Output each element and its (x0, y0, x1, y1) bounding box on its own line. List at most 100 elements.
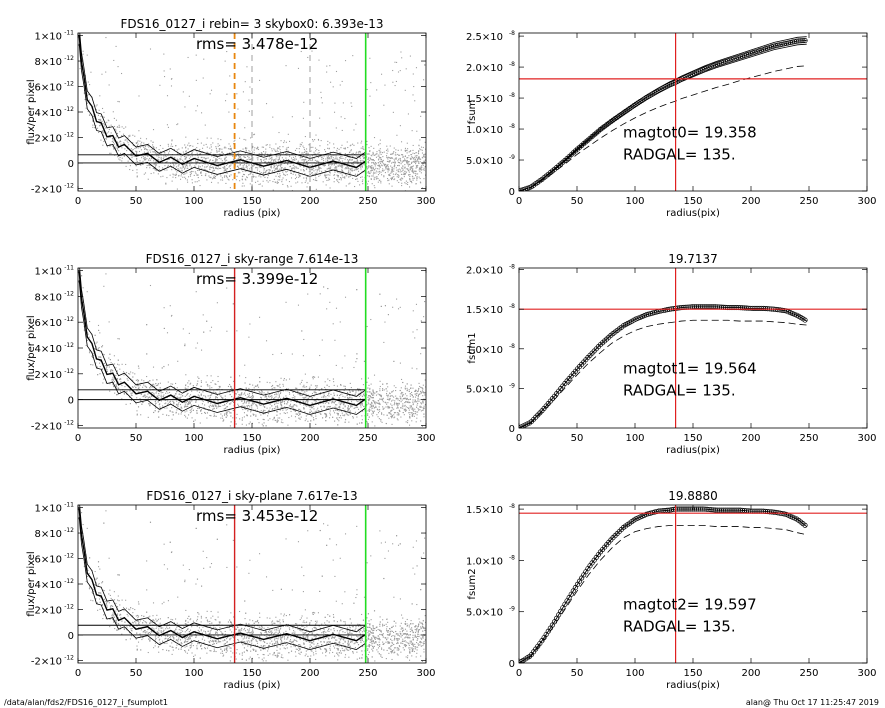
left1-scatter-point (408, 169, 410, 171)
left2-scatter-point (333, 384, 335, 386)
left2-scatter-point (268, 396, 270, 398)
left1-scatter-point (395, 154, 397, 156)
left1-scatter-point (264, 158, 266, 160)
left1-scatter-point (129, 165, 131, 167)
left1-scatter-point (299, 145, 301, 147)
left2-scatter-point (116, 370, 119, 372)
left2-scatter-point (342, 395, 344, 397)
left1-scatter-point (190, 160, 192, 162)
left2-scatter-point (409, 412, 411, 414)
left2-scatter-point (180, 396, 182, 398)
left1-scatter-point (96, 104, 98, 106)
left1-scatter-point (264, 161, 266, 163)
left2-scatter-point (185, 388, 187, 390)
left2-scatter-point (293, 409, 295, 411)
left1-scatter-point (352, 152, 354, 154)
left1-scatter-point (314, 179, 316, 181)
left1-scatter-point (136, 147, 138, 149)
left2-scatter-point (275, 405, 277, 408)
left1-scatter-point (162, 147, 164, 149)
left2-scatter-point (344, 355, 346, 357)
left1-scatter-point (279, 168, 281, 170)
left1-scatter-point (336, 168, 338, 170)
left1-scatter-point (402, 169, 404, 171)
left2-scatter-point (341, 412, 343, 414)
left1-scatter-point (301, 152, 303, 154)
left1-scatter-point (404, 166, 406, 168)
left1-scatter-point (219, 149, 221, 151)
left2-scatter-point (319, 412, 321, 414)
left1-scatter-point (375, 156, 378, 158)
left1-scatter-point (351, 158, 353, 160)
left2-scatter-point (402, 403, 404, 405)
left2-scatter-point (213, 415, 216, 417)
left2-scatter-point (188, 332, 190, 334)
left1-scatter-point (208, 152, 210, 154)
left1-scatter-point (387, 150, 389, 152)
left1-scatter-point (422, 146, 424, 149)
left1-scatter-point (190, 167, 192, 169)
left1-scatter-point (287, 152, 289, 154)
left2-scatter-point (360, 406, 362, 408)
left2-scatter-point (322, 395, 324, 397)
left1-scatter-point (344, 148, 346, 150)
left1-scatter-point (395, 80, 397, 83)
left1-scatter-point (234, 155, 237, 157)
left2-scatter-point (347, 400, 349, 402)
left1-scatter-point (371, 165, 373, 167)
left2-scatter-point (379, 408, 381, 411)
left2-scatter-point (202, 400, 204, 402)
left1-scatter-point (314, 159, 316, 161)
left1-scatter-point (219, 173, 222, 175)
left2-scatter-point (135, 403, 137, 405)
left2-scatter-point (329, 301, 331, 303)
left1-scatter-point (221, 160, 223, 162)
left1-scatter-point (380, 151, 382, 153)
left1-scatter-point (203, 58, 205, 60)
left2-scatter-point (97, 324, 100, 327)
left2-scatter-point (338, 410, 340, 412)
left2-scatter-point (415, 389, 417, 391)
left1-scatter-point (404, 160, 406, 162)
left1-scatter-point (180, 156, 182, 158)
left1-scatter-point (175, 174, 177, 176)
left2-scatter-point (323, 397, 325, 399)
left1-scatter-point (335, 70, 338, 73)
left1-scatter-point (121, 155, 123, 157)
left2-scatter-point (167, 381, 169, 383)
left1-xlabel: radius (pix) (224, 208, 281, 219)
left1-scatter-point (186, 179, 188, 181)
left1-scatter-point (223, 147, 225, 149)
left2-scatter-point (328, 385, 330, 388)
left2-scatter-point (161, 405, 164, 407)
left2-scatter-point (136, 397, 138, 399)
left1-scatter-point (251, 164, 253, 166)
left1-ytick-label: 6×10 (35, 83, 62, 94)
left1-scatter-point (127, 145, 129, 147)
left2-scatter-point (371, 413, 373, 415)
left1-scatter-point (273, 178, 275, 180)
left2-scatter-point (279, 402, 281, 404)
left2-scatter-point (359, 403, 361, 406)
left1-scatter-point (370, 167, 372, 169)
left1-xtick-label: 150 (242, 196, 261, 207)
left2-scatter-point (280, 403, 282, 405)
left2-scatter-point (400, 401, 402, 403)
left1-scatter-point (419, 158, 421, 160)
left1-scatter-point (411, 130, 413, 132)
left2-scatter-point (259, 401, 261, 403)
left1-scatter-point (303, 155, 305, 157)
left1-scatter-point (264, 176, 266, 178)
left2-scatter-point (112, 376, 114, 378)
left1-scatter-point (423, 160, 425, 162)
left2-scatter-point (288, 399, 290, 401)
left1-scatter-point (414, 155, 416, 157)
left2-scatter-point (266, 407, 268, 409)
left1-scatter-point (98, 125, 101, 127)
left2-scatter-point (401, 391, 403, 393)
left1-scatter-point (260, 158, 262, 161)
left2-scatter-point (169, 305, 171, 307)
left2-scatter-point (396, 298, 398, 300)
left1-scatter-point (136, 160, 138, 163)
left1-scatter-point (155, 163, 157, 165)
